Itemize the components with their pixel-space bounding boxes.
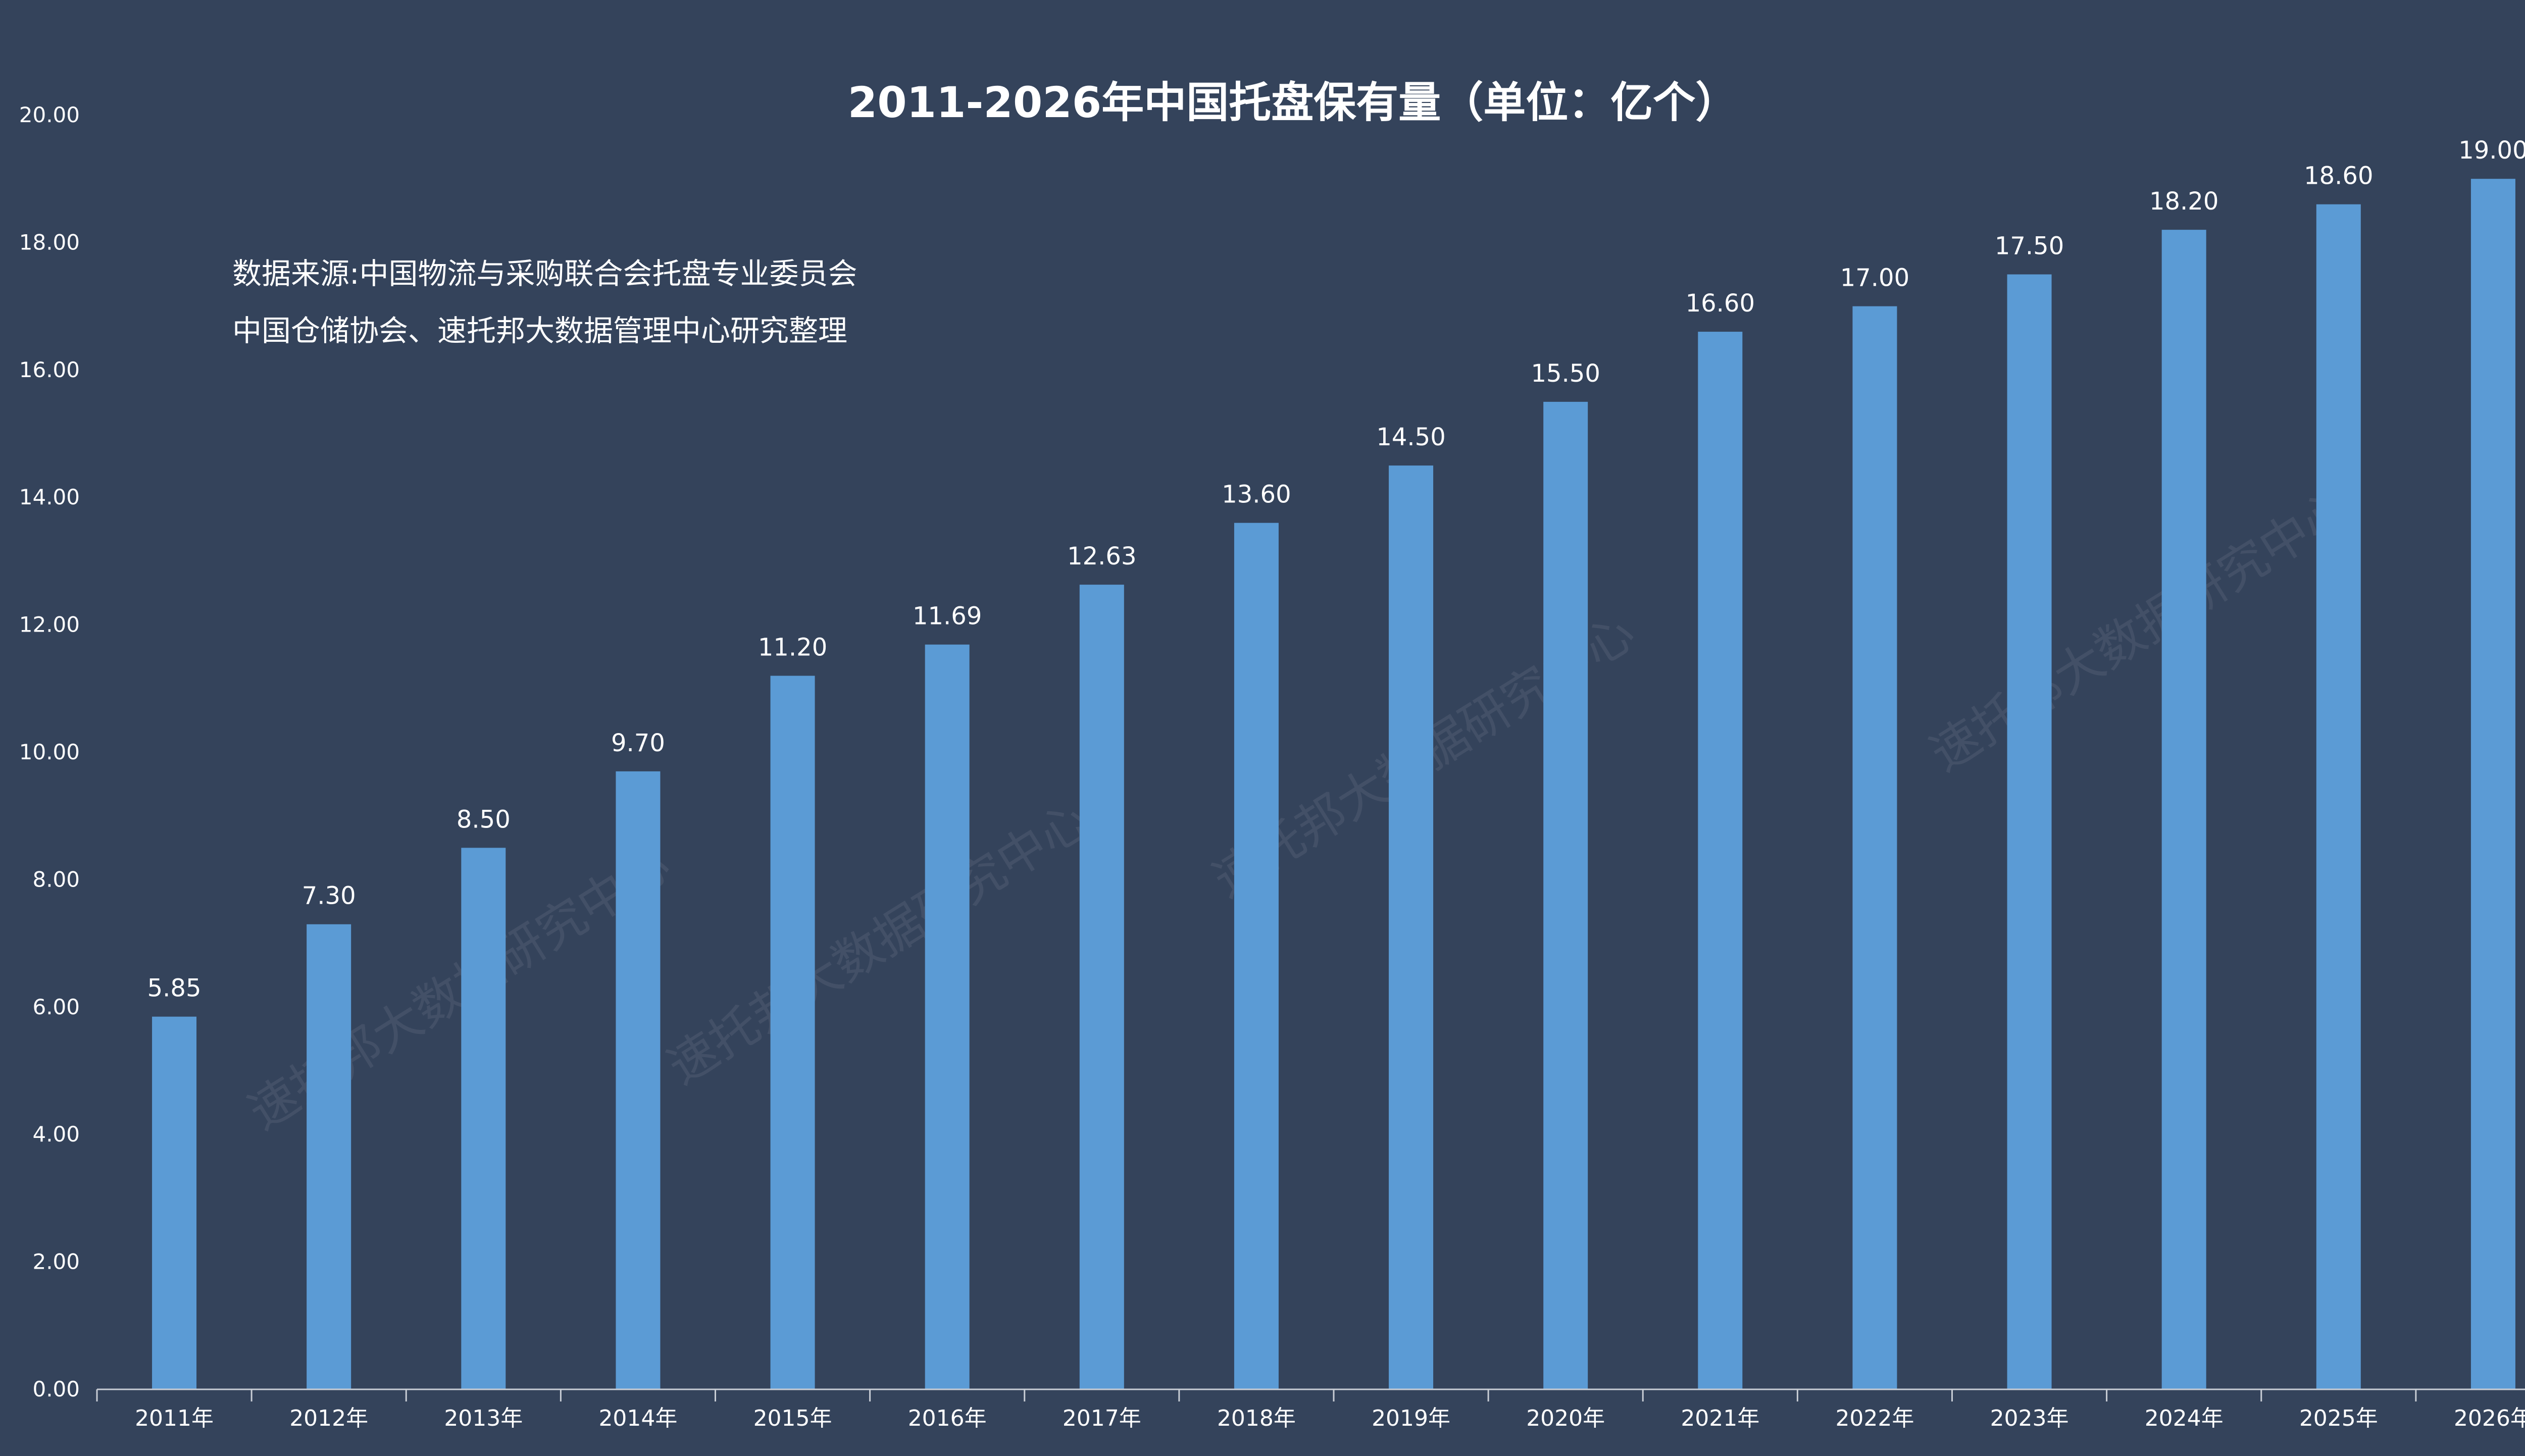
x-tick-label: 2015年: [753, 1406, 832, 1431]
source-note-line-2: 中国仓储协会、速托邦大数据管理中心研究整理: [232, 314, 847, 348]
x-tick-label: 2025年: [2299, 1406, 2378, 1431]
data-label: 9.70: [611, 729, 665, 757]
x-tick-label: 2018年: [1217, 1406, 1296, 1431]
y-tick-label: 20.00: [19, 102, 80, 127]
x-tick-label: 2023年: [1990, 1406, 2069, 1431]
bar-2025年: [2316, 204, 2361, 1390]
data-label: 18.20: [2149, 187, 2218, 216]
data-label: 7.30: [302, 882, 356, 910]
y-tick-label: 14.00: [19, 485, 80, 509]
x-tick-label: 2014年: [598, 1406, 677, 1431]
x-tick-label: 2021年: [1681, 1406, 1759, 1431]
y-tick-label: 4.00: [32, 1122, 80, 1147]
data-label: 17.00: [1840, 264, 1909, 292]
data-label: 11.69: [913, 602, 982, 631]
source-note-line-1: 数据来源:中国物流与采购联合会托盘专业委员会: [232, 256, 857, 291]
y-tick-label: 18.00: [19, 230, 80, 254]
data-label: 5.85: [147, 974, 201, 1003]
bars-layer: 5.85 7.30 8.50 9.70 11.20 11.69 12.63 13.60 14.5…: [147, 136, 2525, 1390]
data-label: 18.60: [2304, 162, 2373, 190]
data-label: 8.50: [457, 805, 511, 834]
data-label: 13.60: [1222, 481, 1291, 509]
bar-2019年: [1389, 465, 1434, 1389]
bar-2014年: [616, 771, 661, 1389]
bar-2013年: [461, 848, 506, 1389]
x-tick-label: 2020年: [1526, 1406, 1605, 1431]
data-label: 19.00: [2458, 136, 2525, 165]
bar-2021年: [1698, 332, 1743, 1389]
data-label: 17.50: [1995, 232, 2064, 261]
x-tick-label: 2024年: [2145, 1406, 2224, 1431]
data-label: 12.63: [1067, 542, 1136, 570]
x-tick-label: 2012年: [289, 1406, 368, 1431]
data-label: 14.50: [1376, 423, 1445, 451]
y-tick-label: 2.00: [32, 1250, 80, 1274]
x-tick-label: 2022年: [1835, 1406, 1914, 1431]
data-label: 11.20: [758, 634, 827, 662]
y-tick-label: 8.00: [32, 867, 80, 892]
y-tick-label: 16.00: [19, 357, 80, 382]
y-axis: 0.00 2.00 4.00 6.00 8.00 10.00 12.00 14.00 16.00…: [19, 102, 80, 1401]
bar-2026年: [2470, 179, 2515, 1390]
x-axis: 2011年 2012年 2013年 2014年 2015年 2016年 2017年 2018年…: [96, 1388, 2525, 1431]
watermark-text-2: 速托邦大数据研究中心: [658, 791, 1099, 1096]
x-tick-label: 2013年: [444, 1406, 523, 1431]
bar-2016年: [925, 644, 970, 1389]
bar-2018年: [1234, 523, 1279, 1389]
y-tick-label: 10.00: [19, 740, 80, 764]
chart-title: 2011-2026年中国托盘保有量（单位：亿个）: [848, 78, 1738, 127]
bar-2017年: [1079, 585, 1124, 1389]
x-tick-label: 2016年: [908, 1406, 987, 1431]
bar-2022年: [1852, 306, 1897, 1389]
bar-2011年: [152, 1016, 197, 1389]
y-tick-label: 0.00: [32, 1377, 80, 1401]
bar-2024年: [2161, 230, 2206, 1390]
bar-2023年: [2007, 274, 2052, 1389]
bar-2012年: [307, 924, 351, 1389]
x-tick-label: 2019年: [1372, 1406, 1450, 1431]
x-tick-label: 2011年: [135, 1406, 214, 1431]
data-label: 15.50: [1531, 359, 1600, 388]
x-tick-label: 2017年: [1063, 1406, 1141, 1431]
y-tick-label: 12.00: [19, 612, 80, 637]
x-tick-label: 2026年: [2454, 1406, 2525, 1431]
data-label: 16.60: [1686, 289, 1755, 318]
y-tick-label: 6.00: [32, 995, 80, 1019]
bar-2015年: [770, 675, 815, 1389]
bar-2020年: [1543, 401, 1588, 1389]
watermark-text-4: 速托邦大数据研究中心: [1921, 478, 2361, 783]
